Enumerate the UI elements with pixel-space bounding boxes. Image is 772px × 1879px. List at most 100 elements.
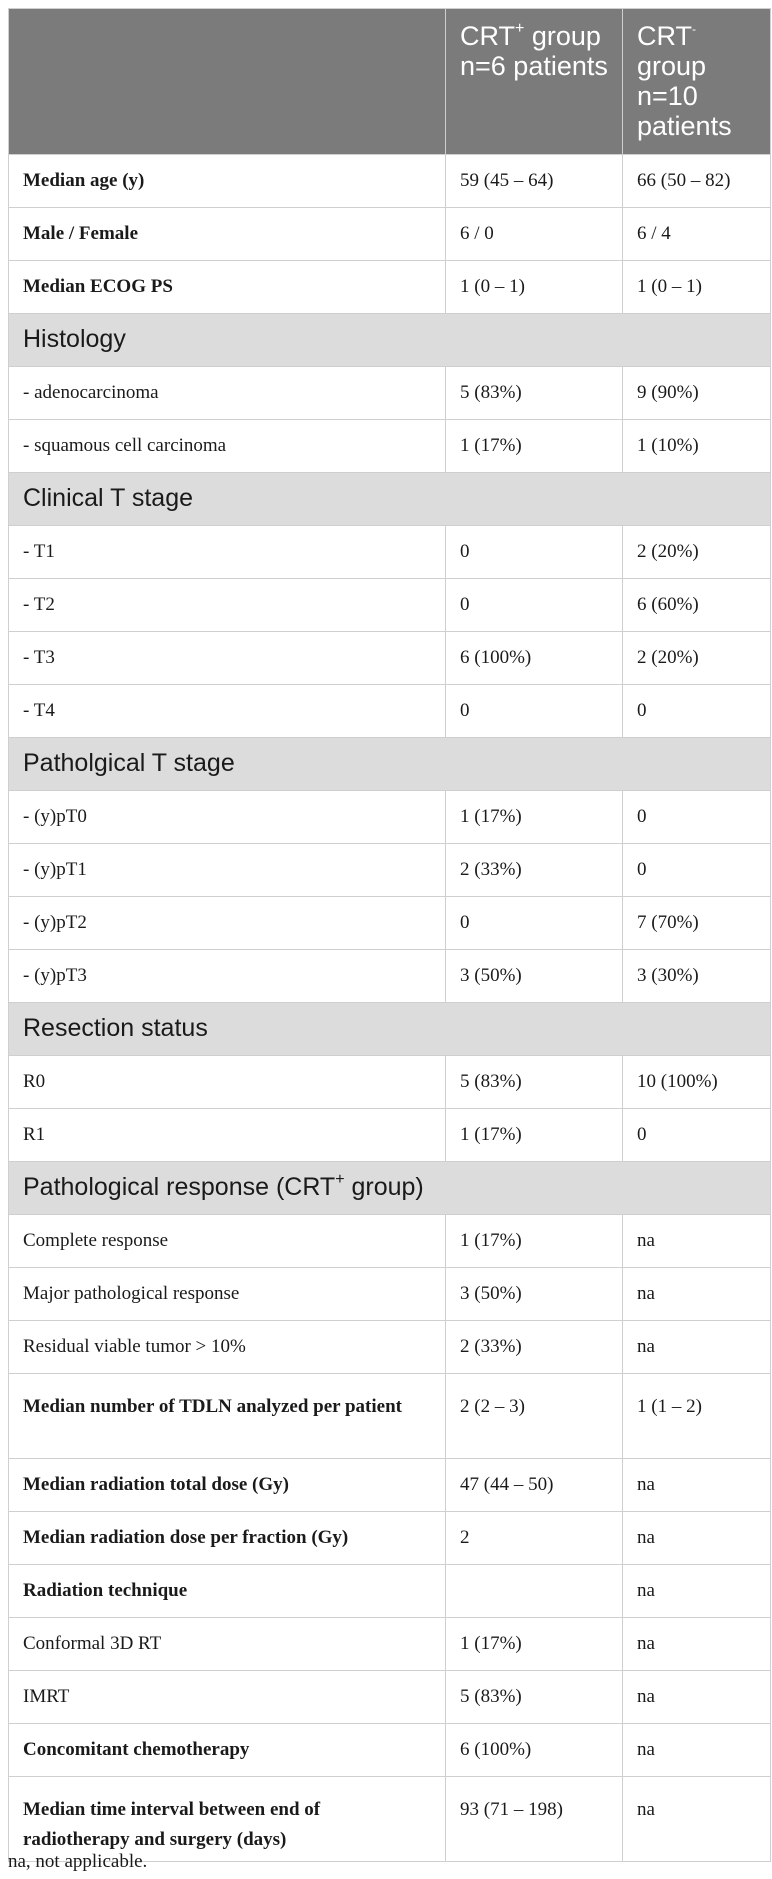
cell-crt-positive: 1 (0 – 1) [445,260,623,314]
table-row: Male / Female 6 / 0 6 / 4 [8,207,771,261]
cell-crt-positive: 2 (33%) [445,843,623,897]
table-row: Median radiation total dose (Gy) 47 (44 … [8,1458,771,1512]
cell-crt-positive: 0 [445,578,623,632]
table-row: IMRT 5 (83%) na [8,1670,771,1724]
cell-crt-negative: 2 (20%) [622,631,771,685]
table-row: Conformal 3D RT 1 (17%) na [8,1617,771,1671]
cell-crt-negative: 7 (70%) [622,896,771,950]
row-label: Median radiation dose per fraction (Gy) [8,1511,446,1565]
cell-crt-positive: 1 (17%) [445,419,623,473]
row-label: - T1 [8,525,446,579]
row-label: Male / Female [8,207,446,261]
cell-crt-negative: na [622,1458,771,1512]
section-label-resection-status: Resection status [8,1002,771,1056]
row-label: - (y)pT2 [8,896,446,950]
cell-crt-negative: 0 [622,843,771,897]
cell-crt-positive: 93 (71 – 198) [445,1776,623,1862]
table-row: Median time interval between end of radi… [8,1776,771,1862]
cell-crt-negative: 1 (0 – 1) [622,260,771,314]
cell-crt-positive: 2 (2 – 3) [445,1373,623,1459]
cell-crt-positive: 47 (44 – 50) [445,1458,623,1512]
cell-crt-negative: 6 (60%) [622,578,771,632]
header-blank-cell [8,8,446,155]
row-label: IMRT [8,1670,446,1724]
row-label: Median number of TDLN analyzed per patie… [8,1373,446,1459]
table-row: Major pathological response 3 (50%) na [8,1267,771,1321]
table-row: Residual viable tumor > 10% 2 (33%) na [8,1320,771,1374]
table-row: R0 5 (83%) 10 (100%) [8,1055,771,1109]
patient-characteristics-table: CRT+ group n=6 patients CRT- group n=10 … [8,8,771,1862]
header-crt-positive: CRT+ group n=6 patients [445,8,623,155]
row-label: - adenocarcinoma [8,366,446,420]
row-label: Median radiation total dose (Gy) [8,1458,446,1512]
cell-crt-negative: na [622,1670,771,1724]
cell-crt-negative: na [622,1511,771,1565]
cell-crt-positive: 1 (17%) [445,1617,623,1671]
table-row: - adenocarcinoma 5 (83%) 9 (90%) [8,366,771,420]
row-label: - (y)pT1 [8,843,446,897]
row-label: R1 [8,1108,446,1162]
header-crt-negative-sup: - [692,22,697,36]
section-label-pre: Pathological response (CRT [23,1173,336,1201]
section-label-sup: + [335,1170,345,1188]
cell-crt-positive [445,1564,623,1618]
section-row: Resection status [8,1002,771,1056]
cell-crt-negative: na [622,1320,771,1374]
header-crt-negative-pre: CRT [637,21,693,51]
section-label-histology: Histology [8,313,771,367]
cell-crt-positive: 2 [445,1511,623,1565]
cell-crt-negative: na [622,1723,771,1777]
section-row: Patholgical T stage [8,737,771,791]
cell-crt-negative: 0 [622,684,771,738]
cell-crt-positive: 5 (83%) [445,1670,623,1724]
row-label: - (y)pT3 [8,949,446,1003]
cell-crt-negative: 10 (100%) [622,1055,771,1109]
table-footnote: na, not applicable. [8,1851,148,1872]
section-label-post: group) [344,1173,424,1201]
cell-crt-positive: 6 (100%) [445,1723,623,1777]
table-container: CRT+ group n=6 patients CRT- group n=10 … [8,8,771,1862]
cell-crt-negative: na [622,1214,771,1268]
cell-crt-negative: 9 (90%) [622,366,771,420]
table-row: Concomitant chemotherapy 6 (100%) na [8,1723,771,1777]
section-label-pathological-t-stage: Patholgical T stage [8,737,771,791]
cell-crt-positive: 0 [445,684,623,738]
row-label: - T3 [8,631,446,685]
cell-crt-positive: 1 (17%) [445,790,623,844]
table-row: Median age (y) 59 (45 – 64) 66 (50 – 82) [8,154,771,208]
table-row: - (y)pT3 3 (50%) 3 (30%) [8,949,771,1003]
cell-crt-positive: 6 / 0 [445,207,623,261]
cell-crt-negative: 6 / 4 [622,207,771,261]
table-row: Median radiation dose per fraction (Gy) … [8,1511,771,1565]
cell-crt-positive: 5 (83%) [445,366,623,420]
row-label: Residual viable tumor > 10% [8,1320,446,1374]
table-row: - T4 0 0 [8,684,771,738]
cell-crt-negative: 1 (1 – 2) [622,1373,771,1459]
cell-crt-positive: 1 (17%) [445,1214,623,1268]
row-label: - T4 [8,684,446,738]
table-row: Complete response 1 (17%) na [8,1214,771,1268]
row-label: R0 [8,1055,446,1109]
cell-crt-positive: 3 (50%) [445,1267,623,1321]
row-label: Conformal 3D RT [8,1617,446,1671]
cell-crt-negative: na [622,1564,771,1618]
table-row: - (y)pT0 1 (17%) 0 [8,790,771,844]
table-row: - T3 6 (100%) 2 (20%) [8,631,771,685]
table-row: Radiation technique na [8,1564,771,1618]
section-row: Pathological response (CRT+ group) [8,1161,771,1215]
section-row: Histology [8,313,771,367]
header-crt-positive-pre: CRT [460,21,516,51]
section-row: Clinical T stage [8,472,771,526]
cell-crt-positive: 1 (17%) [445,1108,623,1162]
row-label: Median age (y) [8,154,446,208]
table-row: Median number of TDLN analyzed per patie… [8,1373,771,1459]
row-label: Median time interval between end of radi… [8,1776,446,1862]
table-row: - T2 0 6 (60%) [8,578,771,632]
section-label-clinical-t-stage: Clinical T stage [8,472,771,526]
cell-crt-positive: 0 [445,525,623,579]
cell-crt-positive: 2 (33%) [445,1320,623,1374]
cell-crt-positive: 6 (100%) [445,631,623,685]
cell-crt-negative: na [622,1776,771,1862]
header-crt-positive-sup: + [515,20,525,37]
table-row: R1 1 (17%) 0 [8,1108,771,1162]
